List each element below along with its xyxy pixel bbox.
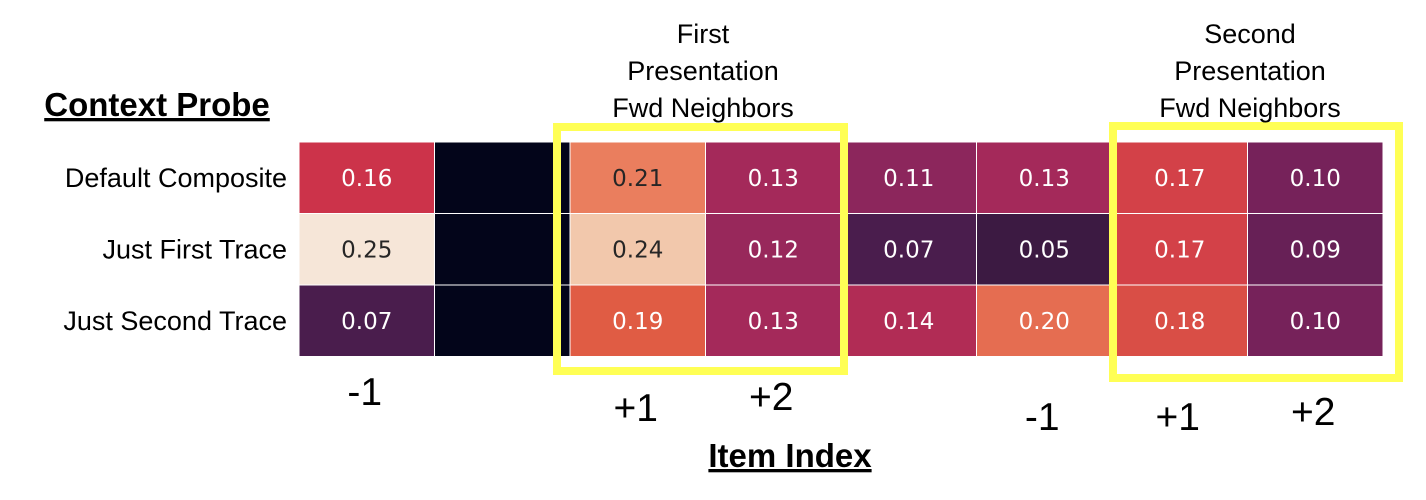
cell-value-label: 0.20 xyxy=(1019,309,1070,335)
highlight-label: Fwd Neighbors xyxy=(1159,93,1341,123)
heatmap-cell xyxy=(1247,213,1384,286)
cell-value-label: 0.10 xyxy=(1290,166,1341,192)
heatmap-cell xyxy=(569,284,706,357)
cell-value-label: 0.09 xyxy=(1290,237,1341,263)
heatmap-cell xyxy=(840,213,977,286)
x-axis-title: Item Index xyxy=(708,437,872,474)
heatmap-cell xyxy=(1247,141,1384,214)
heatmap-cell xyxy=(434,141,571,214)
heatmap-cell xyxy=(705,141,842,214)
heatmap-cell xyxy=(434,284,571,357)
heatmap-cell xyxy=(1111,213,1248,286)
cell-value-label: 0.12 xyxy=(748,237,799,263)
x-tick-label: -1 xyxy=(347,371,382,414)
x-tick-label: +1 xyxy=(1156,396,1200,439)
row-label: Just First Trace xyxy=(102,234,287,264)
cell-value-label: 0.25 xyxy=(341,237,392,263)
highlight-label: First xyxy=(677,19,730,49)
heatmap-cell xyxy=(298,141,435,214)
x-tick-label: +2 xyxy=(749,376,793,419)
highlight-label: Presentation xyxy=(627,56,779,86)
heatmap-cell xyxy=(434,213,571,286)
highlight-box xyxy=(1109,122,1403,382)
heatmap-cell xyxy=(1247,284,1384,357)
cell-value-label: 0.07 xyxy=(341,309,392,335)
heatmap-cell xyxy=(298,213,435,286)
cell-value-label: 0.18 xyxy=(1154,309,1205,335)
y-axis-title: Context Probe xyxy=(44,86,270,123)
cell-value-label: 0.13 xyxy=(748,166,799,192)
highlight-boxes: First Presentation Fwd Neighbors Second Pres… xyxy=(553,19,1403,382)
heatmap-cell xyxy=(569,141,706,214)
x-tick-label: +2 xyxy=(1291,391,1335,434)
heatmap-cell xyxy=(976,213,1113,286)
cell-value-label: 0.14 xyxy=(883,309,934,335)
heatmap-cells: 0.16 0.21 0.13 0.11 0.13 0.17 0.10 0.25 0.24 0.12… xyxy=(298,141,1384,357)
highlight-box xyxy=(553,123,848,375)
cell-value-label: 0.19 xyxy=(612,309,663,335)
cell-value-label: 0.13 xyxy=(1019,166,1070,192)
cell-value-label: 0.11 xyxy=(883,166,934,192)
cell-value-label: 0.24 xyxy=(612,237,663,263)
heatmap-cell xyxy=(569,213,706,286)
row-label: Just Second Trace xyxy=(63,306,287,336)
x-tick-label: +1 xyxy=(614,387,658,430)
cell-value-label: 0.17 xyxy=(1154,166,1205,192)
cell-value-label: 0.17 xyxy=(1154,237,1205,263)
heatmap-cell xyxy=(1111,284,1248,357)
row-labels: Default Composite Just First Trace Just Se… xyxy=(63,163,287,336)
heatmap-cell xyxy=(298,284,435,357)
heatmap-cell xyxy=(1111,141,1248,214)
heatmap-cell xyxy=(705,213,842,286)
highlight-label: Second xyxy=(1204,19,1296,49)
cell-value-label: 0.07 xyxy=(883,237,934,263)
x-tick-label: -1 xyxy=(1025,396,1060,439)
highlight-label: Presentation xyxy=(1174,56,1326,86)
cell-value-label: 0.13 xyxy=(748,309,799,335)
cell-value-label: 0.05 xyxy=(1019,237,1070,263)
row-label: Default Composite xyxy=(65,163,287,193)
cell-value-label: 0.21 xyxy=(612,166,663,192)
cell-value-label: 0.10 xyxy=(1290,309,1341,335)
x-tick-labels: -1 +1 +2 -1 +1 +2 xyxy=(347,371,1335,439)
cell-value-label: 0.16 xyxy=(341,166,392,192)
highlight-label: Fwd Neighbors xyxy=(612,93,794,123)
